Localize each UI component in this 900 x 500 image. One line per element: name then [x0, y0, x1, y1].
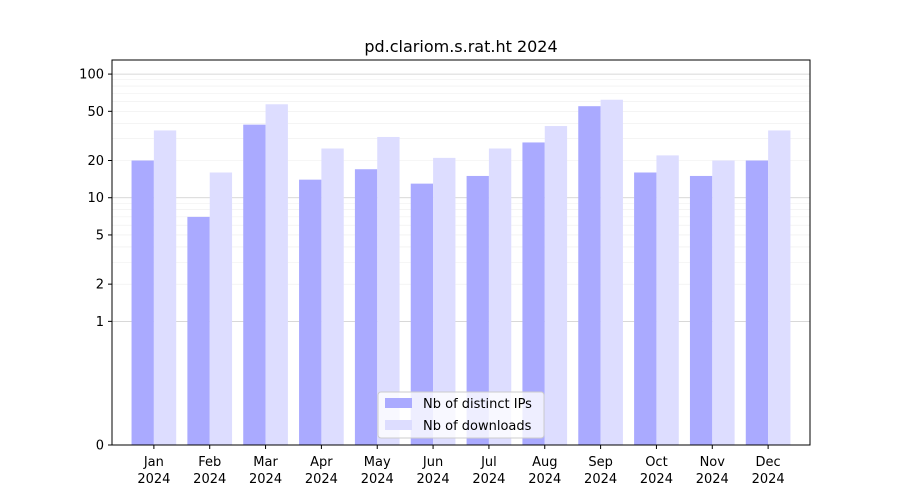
- bar-distinct-ips: [410, 183, 434, 445]
- bar-distinct-ips: [634, 172, 657, 446]
- x-tick-label-month: Sep: [588, 455, 613, 470]
- x-tick-label-month: Jan: [143, 455, 164, 470]
- y-tick-label: 1: [96, 315, 104, 330]
- bar-downloads: [265, 104, 288, 445]
- bar-downloads: [656, 155, 679, 445]
- bar-downloads: [600, 99, 623, 445]
- x-tick-label-month: Dec: [756, 455, 781, 470]
- bar-distinct-ips: [354, 169, 378, 445]
- bar-distinct-ips: [466, 175, 489, 445]
- x-tick-label-month: Apr: [310, 455, 333, 470]
- x-tick-label-month: Nov: [700, 455, 726, 470]
- bar-downloads: [433, 157, 456, 446]
- bar-distinct-ips: [578, 106, 601, 445]
- bar-distinct-ips: [689, 175, 713, 445]
- x-tick-label-year: 2024: [472, 472, 505, 487]
- x-tick-label-month: Aug: [532, 455, 557, 470]
- bar-downloads: [209, 172, 233, 446]
- x-tick-label-month: Feb: [198, 455, 221, 470]
- x-tick-label-year: 2024: [305, 472, 338, 487]
- x-tick-label-year: 2024: [249, 472, 282, 487]
- bar-downloads: [488, 148, 512, 445]
- chart-title: pd.clariom.s.rat.ht 2024: [364, 37, 557, 56]
- bar-downloads: [544, 126, 568, 445]
- legend-label-downloads: Nb of downloads: [423, 419, 532, 434]
- bar-distinct-ips: [522, 142, 545, 445]
- x-tick-label-year: 2024: [417, 472, 450, 487]
- plot-frame: [111, 59, 811, 446]
- bars-layer: [131, 99, 791, 446]
- x-tick-label-month: Jun: [422, 455, 443, 470]
- x-tick-label-month: Jul: [480, 455, 497, 470]
- y-tick-label: 0: [96, 439, 104, 454]
- x-tick-label-year: 2024: [528, 472, 561, 487]
- x-tick-label-year: 2024: [137, 472, 170, 487]
- y-tick-label: 10: [87, 191, 104, 206]
- x-tick-label-year: 2024: [640, 472, 673, 487]
- bar-distinct-ips: [299, 179, 322, 446]
- bar-distinct-ips: [131, 160, 154, 445]
- y-tick-label: 2: [96, 278, 104, 293]
- legend: Nb of distinct IPs Nb of downloads: [377, 391, 545, 439]
- x-tick-label-year: 2024: [584, 472, 617, 487]
- x-tick-label-month: Mar: [253, 455, 278, 470]
- legend-swatch-ips: [385, 398, 412, 408]
- bar-downloads: [712, 160, 735, 445]
- axes-layer: 0 1 2 5 10 20 50 100 Jan 2024 Feb 2024 Mar 2024 Apr 202…: [79, 68, 784, 487]
- x-tick-label-year: 2024: [361, 472, 394, 487]
- bar-downloads: [321, 148, 344, 445]
- bar-downloads: [153, 130, 177, 445]
- y-tick-label: 5: [96, 228, 104, 243]
- x-tick-label-year: 2024: [193, 472, 226, 487]
- bar-distinct-ips: [243, 124, 266, 445]
- bar-downloads: [377, 136, 400, 445]
- legend-swatch-downloads: [385, 420, 412, 430]
- bar-distinct-ips: [187, 216, 210, 445]
- bar-distinct-ips: [745, 160, 769, 445]
- y-tick-label: 20: [87, 154, 104, 169]
- y-tick-label: 100: [79, 68, 104, 83]
- legend-label-ips: Nb of distinct IPs: [423, 397, 532, 412]
- y-tick-label: 50: [87, 105, 104, 120]
- x-tick-label-month: Oct: [645, 455, 667, 470]
- x-tick-label-year: 2024: [696, 472, 729, 487]
- x-tick-label-year: 2024: [752, 472, 785, 487]
- legend-box: [377, 391, 545, 439]
- bar-downloads: [768, 130, 791, 445]
- x-tick-label-month: May: [364, 455, 391, 470]
